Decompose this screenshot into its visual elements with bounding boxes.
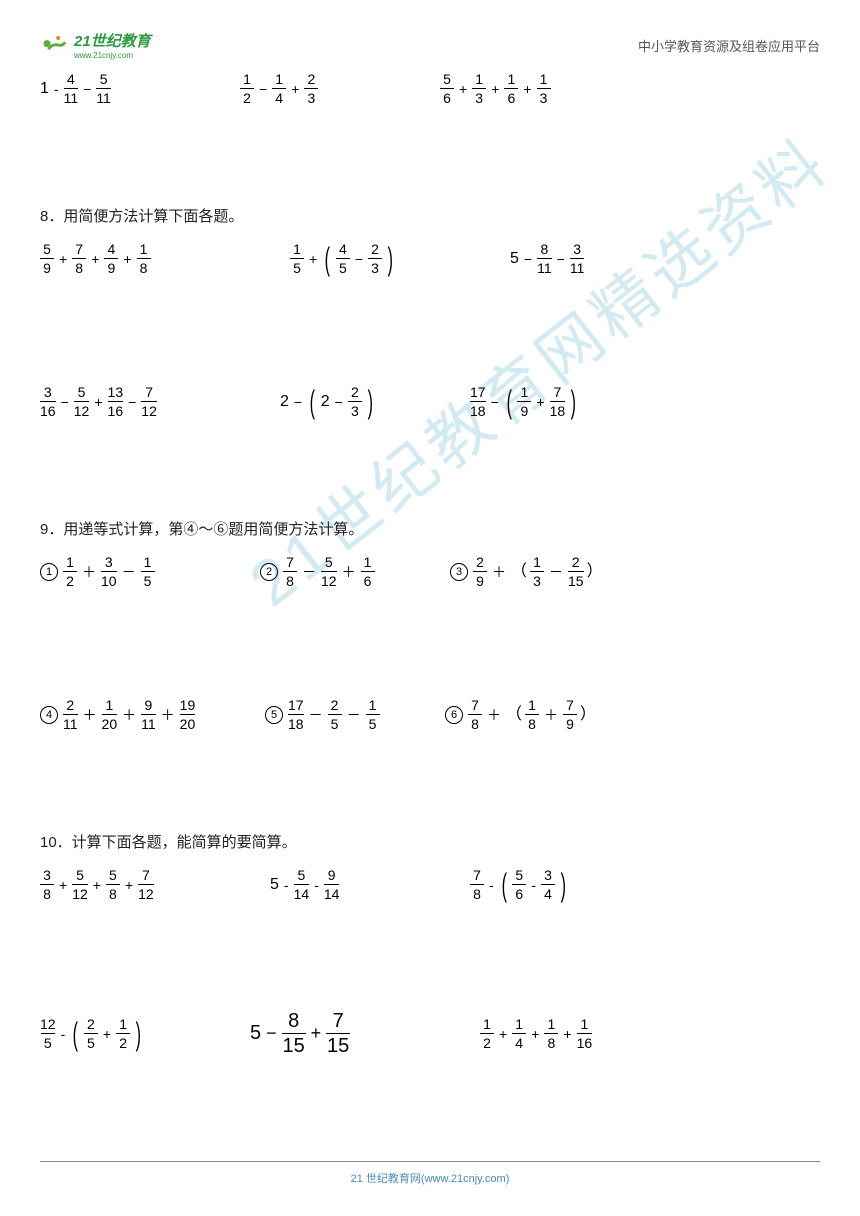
expr: 316 − 512 + 1316 − 712 <box>40 385 240 418</box>
section-10-title: 10．计算下面各题，能简算的要简算。 <box>40 831 820 852</box>
expr: 2 78 － 512 ＋ 16 <box>260 555 420 588</box>
page-header: 21世纪教育 www.21cnjy.com 中小学教育资源及组卷应用平台 <box>40 30 820 60</box>
logo-sub: www.21cnjy.com <box>74 51 151 60</box>
section-9-title: 9．用递等式计算，第④～⑥题用简便方法计算。 <box>40 518 820 539</box>
expr: 12 − 14 + 23 <box>240 72 400 105</box>
logo: 21世纪教育 www.21cnjy.com <box>40 30 151 60</box>
s8-row2: 316 − 512 + 1316 − 712 2 − ( 2 − 23 ) 17… <box>40 385 820 418</box>
watermark: 21世纪教育网精选资料 <box>227 112 846 624</box>
expr: 12 + 14 + 18 + 116 <box>480 1011 592 1056</box>
expr: 6 78 ＋ （ 18 ＋ 79 ） <box>445 698 596 731</box>
expr: 1 - 411 − 511 <box>40 72 200 105</box>
expr: 1 12 ＋ 310 － 15 <box>40 555 230 588</box>
s10-row1: 38 + 512 + 58 + 712 5 - 514 - 914 78 - (… <box>40 868 820 901</box>
footer: 21 世纪教育网(www.21cnjy.com) <box>0 1153 860 1186</box>
expr: 15 + ( 45 − 23 ) <box>290 242 470 275</box>
s10-row2: 125 - ( 25 + 12 ) 5 − 815 + 715 12 + 14 … <box>40 1011 820 1056</box>
s9-row1: 1 12 ＋ 310 － 15 2 78 － 512 ＋ 16 3 29 ＋ （… <box>40 555 820 588</box>
expr: 59 + 78 + 49 + 18 <box>40 242 250 275</box>
expr: 4 211 ＋ 120 ＋ 911 ＋ 1920 <box>40 698 245 731</box>
expr: 56 + 13 + 16 + 13 <box>440 72 551 105</box>
expr: 5 − 811 − 311 <box>510 242 584 275</box>
footer-text: 21 世纪教育网(www.21cnjy.com) <box>351 1173 510 1185</box>
logo-text: 21世纪教育 www.21cnjy.com <box>74 30 151 60</box>
logo-main: 21世纪教育 <box>74 30 151 51</box>
logo-icon <box>40 31 68 59</box>
expr: 3 29 ＋ （ 13 － 215 ） <box>450 555 603 588</box>
content: 21世纪教育网精选资料 1 - 411 − 511 12 − 14 + 23 5… <box>40 72 820 1056</box>
expr: 5 − 815 + 715 <box>250 1011 440 1056</box>
expr: 5 - 514 - 914 <box>270 868 430 901</box>
top-row: 1 - 411 − 511 12 − 14 + 23 56 + 13 + 16 … <box>40 72 820 105</box>
expr: 38 + 512 + 58 + 712 <box>40 868 230 901</box>
expr: 5 1718 － 25 － 15 <box>265 698 425 731</box>
expr: 125 - ( 25 + 12 ) <box>40 1011 210 1056</box>
s9-row2: 4 211 ＋ 120 ＋ 911 ＋ 1920 5 1718 － 25 － 1… <box>40 698 820 731</box>
header-right-text: 中小学教育资源及组卷应用平台 <box>638 36 820 55</box>
expr: 1718 − ( 19 + 718 ) <box>470 385 579 418</box>
section-8-title: 8．用简便方法计算下面各题。 <box>40 205 820 226</box>
expr: 2 − ( 2 − 23 ) <box>280 385 430 418</box>
s8-row1: 59 + 78 + 49 + 18 15 + ( 45 − 23 ) 5 − 8… <box>40 242 820 275</box>
expr: 78 - ( 56 - 34 ) <box>470 868 569 901</box>
